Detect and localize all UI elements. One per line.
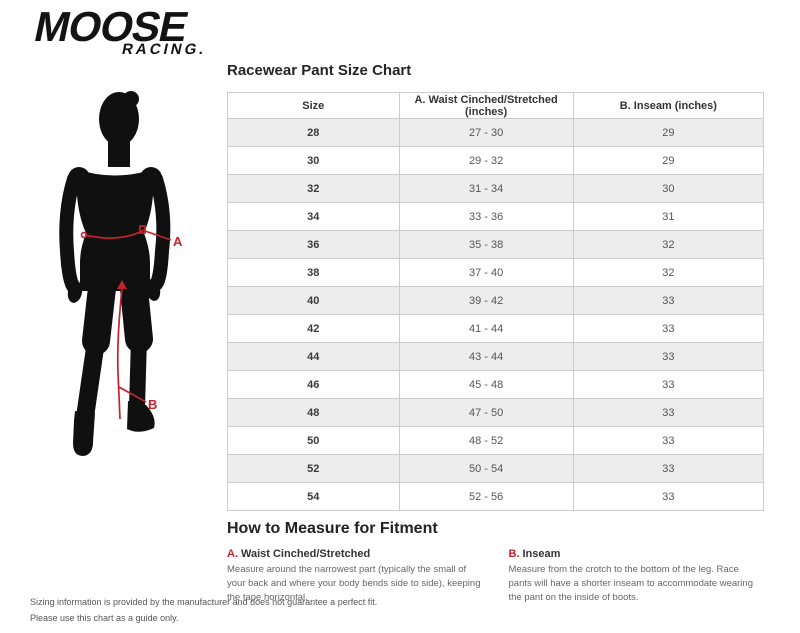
label-b: B bbox=[148, 397, 157, 412]
inseam-line bbox=[116, 286, 123, 420]
table-cell: 29 bbox=[572, 146, 765, 175]
moose-racing-logo: MOOSE RACING. bbox=[29, 3, 220, 58]
size-chart-section: Racewear Pant Size Chart Size A. Waist Ci… bbox=[227, 62, 765, 511]
leader-line-b bbox=[118, 386, 147, 403]
table-cell: 47 - 50 bbox=[398, 398, 574, 427]
table-row: 54 52 - 56 33 bbox=[227, 482, 765, 511]
table-cell: 36 bbox=[227, 230, 400, 259]
disclaimer: Sizing information is provided by the ma… bbox=[30, 595, 377, 627]
table-cell: 46 bbox=[227, 370, 400, 399]
table-cell: 29 bbox=[572, 118, 765, 147]
table-row: 50 48 - 52 33 bbox=[227, 426, 765, 455]
disclaimer-line1: Sizing information is provided by the ma… bbox=[30, 597, 378, 607]
how-to-measure-section: How to Measure for Fitment A. Waist Cinch… bbox=[227, 520, 764, 604]
table-cell: 33 bbox=[572, 482, 765, 511]
table-row: 46 45 - 48 33 bbox=[227, 370, 765, 399]
table-cell: 31 - 34 bbox=[398, 174, 574, 203]
body-silhouette bbox=[68, 91, 162, 291]
table-cell: 30 bbox=[227, 146, 400, 175]
header-row: Size A. Waist Cinched/Stretched (inches) B… bbox=[227, 92, 765, 119]
measure-section-waist: A. Waist Cinched/Stretched Measure around… bbox=[227, 548, 483, 604]
table-cell: 32 bbox=[572, 258, 765, 287]
measure-heading-waist: A. Waist Cinched/Stretched bbox=[227, 548, 483, 560]
measure-letter-b: B. bbox=[508, 548, 520, 560]
table-cell: 54 bbox=[227, 482, 400, 511]
table-cell: 33 bbox=[572, 286, 765, 315]
table-row: 52 50 - 54 33 bbox=[227, 454, 765, 483]
measure-body-inseam: Measure from the crotch to the bottom of… bbox=[508, 564, 753, 603]
measurement-lines bbox=[80, 225, 172, 420]
table-cell: 52 bbox=[227, 454, 400, 483]
measure-letter-a: A. bbox=[227, 548, 238, 560]
table-cell: 33 bbox=[572, 398, 765, 427]
how-to-measure-title: How to Measure for Fitment bbox=[227, 520, 438, 537]
tape-buckle bbox=[139, 225, 146, 234]
leader-line-a bbox=[144, 230, 172, 241]
table-cell: 50 bbox=[227, 426, 400, 455]
table-cell: 33 bbox=[572, 370, 765, 399]
table-row: 28 27 - 30 29 bbox=[227, 118, 765, 147]
table-cell: 33 bbox=[572, 314, 765, 343]
table-row: 36 35 - 38 32 bbox=[227, 230, 765, 259]
table-cell: 44 bbox=[227, 342, 400, 371]
size-table: Size A. Waist Cinched/Stretched (inches) B… bbox=[227, 92, 765, 511]
measure-heading-inseam: B. Inseam bbox=[509, 548, 765, 560]
measure-name-inseam: Inseam bbox=[522, 548, 561, 560]
limbs bbox=[59, 172, 171, 426]
table-cell: 27 - 30 bbox=[398, 118, 574, 147]
table-row: 32 31 - 34 30 bbox=[227, 174, 765, 203]
table-row: 34 33 - 36 31 bbox=[227, 202, 765, 231]
table-cell: 50 - 54 bbox=[398, 454, 574, 483]
table-cell: 52 - 56 bbox=[398, 482, 574, 511]
table-cell: 38 bbox=[227, 258, 400, 287]
table-cell: 48 bbox=[227, 398, 400, 427]
table-row: 40 39 - 42 33 bbox=[227, 286, 765, 315]
table-cell: 28 bbox=[227, 118, 400, 147]
table-cell: 33 bbox=[572, 342, 765, 371]
table-cell: 33 - 36 bbox=[398, 202, 574, 231]
table-cell: 33 bbox=[572, 426, 765, 455]
table-cell: 30 bbox=[572, 174, 765, 203]
table-cell: 41 - 44 bbox=[398, 314, 574, 343]
measurement-figure: A B bbox=[40, 85, 190, 465]
label-a: A bbox=[173, 234, 183, 249]
table-cell: 48 - 52 bbox=[398, 426, 574, 455]
table-cell: 42 bbox=[227, 314, 400, 343]
column-header: Size bbox=[227, 92, 400, 119]
column-header: B. Inseam (inches) bbox=[572, 92, 765, 119]
table-row: 44 43 - 44 33 bbox=[227, 342, 765, 371]
table-cell: 37 - 40 bbox=[398, 258, 574, 287]
table-cell: 32 bbox=[227, 174, 400, 203]
table-cell: 31 bbox=[572, 202, 765, 231]
table-row: 38 37 - 40 32 bbox=[227, 258, 765, 287]
table-cell: 35 - 38 bbox=[398, 230, 574, 259]
measure-name-waist: Waist Cinched/Stretched bbox=[241, 548, 371, 560]
measurement-labels: A B bbox=[117, 234, 183, 412]
table-cell: 34 bbox=[227, 202, 400, 231]
hands-feet bbox=[67, 279, 161, 456]
table-cell: 32 bbox=[572, 230, 765, 259]
measure-body-waist: Measure around the narrowest part (typic… bbox=[227, 564, 481, 603]
table-cell: 43 - 44 bbox=[398, 342, 574, 371]
table-row: 42 41 - 44 33 bbox=[227, 314, 765, 343]
body-silhouette-svg: A B bbox=[59, 91, 183, 456]
table-row: 48 47 - 50 33 bbox=[227, 398, 765, 427]
size-chart-title: Racewear Pant Size Chart bbox=[227, 62, 412, 79]
table-cell: 29 - 32 bbox=[398, 146, 574, 175]
table-cell: 40 bbox=[227, 286, 400, 315]
inseam-arrowhead bbox=[117, 280, 127, 289]
table-cell: 39 - 42 bbox=[398, 286, 574, 315]
table-cell: 33 bbox=[572, 454, 765, 483]
table-cell: 45 - 48 bbox=[398, 370, 574, 399]
measure-section-inseam: B. Inseam Measure from the crotch to the … bbox=[509, 548, 765, 604]
tape-end-loop bbox=[80, 231, 88, 239]
column-header: A. Waist Cinched/Stretched (inches) bbox=[398, 92, 574, 119]
table-row: 30 29 - 32 29 bbox=[227, 146, 765, 175]
how-to-measure-columns: A. Waist Cinched/Stretched Measure around… bbox=[227, 548, 764, 604]
disclaimer-line2: Please use this chart as a guide only. bbox=[30, 612, 179, 623]
